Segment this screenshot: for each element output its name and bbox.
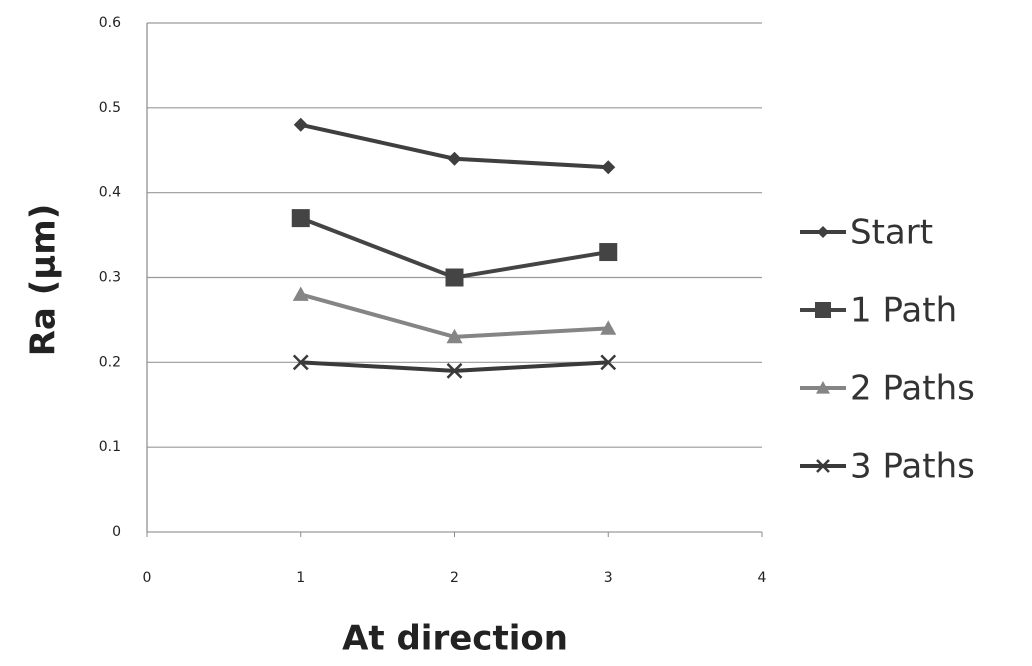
y-tick-label: 0.6 xyxy=(99,15,121,31)
legend-label: Start xyxy=(850,213,933,253)
marker xyxy=(600,354,617,371)
y-tick-label: 0.2 xyxy=(99,354,121,370)
y-tick-label: 0.4 xyxy=(99,185,121,201)
y-tick-label: 0 xyxy=(112,524,121,540)
marker xyxy=(446,328,463,344)
legend-label: 1 Path xyxy=(850,291,957,331)
marker xyxy=(447,151,462,166)
y-tick-label: 0.1 xyxy=(99,439,121,455)
legend-label: 2 Paths xyxy=(850,369,975,409)
marker xyxy=(446,362,463,379)
marker xyxy=(600,320,617,335)
legend-marker xyxy=(815,302,831,318)
x-tick-label: 4 xyxy=(758,570,767,586)
legend-label: 3 Paths xyxy=(850,447,975,487)
marker xyxy=(599,243,618,262)
x-tick-label: 3 xyxy=(604,570,613,586)
x-tick-label: 0 xyxy=(143,570,152,586)
y-tick-label: 0.3 xyxy=(99,270,121,286)
x-tick-label: 1 xyxy=(296,570,305,586)
legend-marker xyxy=(817,226,829,238)
marker xyxy=(292,286,309,301)
y-axis-title: Ra (µm) xyxy=(24,204,64,357)
legend-marker xyxy=(816,381,830,394)
marker xyxy=(291,209,310,228)
x-tick-label: 2 xyxy=(450,570,459,586)
x-axis-title: At direction xyxy=(342,619,568,659)
marker xyxy=(292,354,309,371)
marker xyxy=(293,117,308,132)
legend-marker xyxy=(816,459,830,473)
marker xyxy=(601,160,616,175)
marker xyxy=(445,268,464,287)
y-tick-label: 0.5 xyxy=(99,100,121,116)
